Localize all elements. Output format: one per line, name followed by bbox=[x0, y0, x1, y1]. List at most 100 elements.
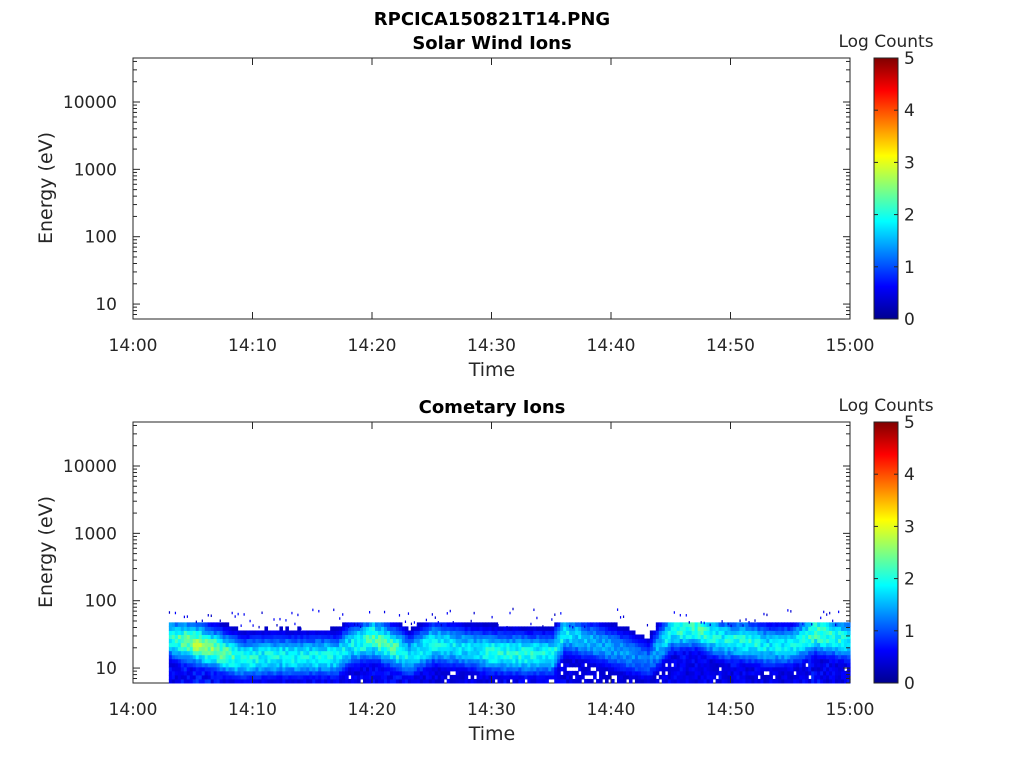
heatmap-cell bbox=[724, 626, 729, 631]
heatmap-cell bbox=[572, 670, 576, 676]
heatmap-cell bbox=[425, 622, 430, 627]
heatmap-cell bbox=[685, 666, 690, 672]
heatmap-cell bbox=[264, 630, 269, 636]
heatmap-cell bbox=[715, 634, 720, 640]
heatmap-cell bbox=[509, 674, 514, 680]
heatmap-cell bbox=[180, 654, 185, 660]
heatmap-cell bbox=[536, 646, 540, 652]
heatmap-cell bbox=[455, 654, 460, 660]
heatmap-cell bbox=[727, 662, 732, 668]
heatmap-cell bbox=[524, 650, 528, 656]
heatmap-cell bbox=[787, 666, 791, 672]
heatmap-cell bbox=[775, 674, 779, 680]
heatmap-cell bbox=[428, 662, 433, 668]
heatmap-cell bbox=[240, 634, 245, 640]
heatmap-cell bbox=[811, 670, 815, 676]
heatmap-cell bbox=[608, 650, 612, 656]
heatmap-cell bbox=[351, 650, 355, 656]
heatmap-cell bbox=[730, 624, 732, 628]
heatmap-cell bbox=[497, 650, 502, 656]
heatmap-cell bbox=[357, 658, 361, 664]
heatmap-cell bbox=[793, 658, 797, 664]
heatmap-cell bbox=[422, 674, 427, 680]
heatmap-cell bbox=[252, 624, 254, 627]
heatmap-cell bbox=[593, 654, 597, 660]
heatmap-cell bbox=[389, 666, 394, 672]
heatmap-cell bbox=[395, 662, 400, 668]
heatmap-cell bbox=[467, 646, 472, 652]
heatmap-cell bbox=[667, 650, 672, 656]
heatmap-cell bbox=[611, 666, 615, 672]
heatmap-cell bbox=[434, 662, 439, 668]
heatmap-cell bbox=[823, 634, 827, 640]
heatmap-cell bbox=[554, 622, 558, 627]
heatmap-cell bbox=[488, 674, 493, 680]
heatmap-cell bbox=[572, 630, 576, 636]
heatmap-cell bbox=[473, 658, 478, 664]
heatmap-cell bbox=[691, 666, 696, 672]
heatmap-cell bbox=[195, 674, 200, 680]
heatmap-cell bbox=[366, 670, 370, 676]
heatmap-cell bbox=[572, 654, 576, 660]
heatmap-cell bbox=[207, 670, 212, 676]
heatmap-cell bbox=[437, 670, 442, 676]
heatmap-cell bbox=[458, 670, 463, 676]
heatmap-cell bbox=[560, 666, 564, 672]
heatmap-cell bbox=[814, 630, 818, 636]
heatmap-cell bbox=[613, 646, 618, 652]
heatmap-cell bbox=[625, 662, 630, 668]
heatmap-cell bbox=[494, 658, 499, 664]
heatmap-cell bbox=[324, 642, 328, 648]
heatmap-cell bbox=[661, 662, 666, 668]
heatmap-cell bbox=[306, 662, 310, 668]
heatmap-cell bbox=[835, 622, 839, 627]
heatmap-cell bbox=[419, 626, 424, 631]
heatmap-cell bbox=[557, 646, 561, 652]
heatmap-cell bbox=[369, 630, 373, 636]
heatmap-cell bbox=[252, 630, 257, 636]
heatmap-cell bbox=[240, 650, 245, 656]
heatmap-cell bbox=[300, 678, 304, 684]
heatmap-cell bbox=[207, 674, 212, 680]
heatmap-cell bbox=[351, 658, 355, 664]
heatmap-cell bbox=[479, 650, 484, 656]
heatmap-cell bbox=[240, 638, 245, 644]
heatmap-cell bbox=[748, 630, 753, 636]
heatmap-cell bbox=[763, 634, 767, 640]
heatmap-cell bbox=[736, 626, 741, 631]
heatmap-cell bbox=[345, 678, 349, 684]
heatmap-cell bbox=[754, 662, 758, 668]
heatmap-cell bbox=[557, 670, 561, 676]
heatmap-cell bbox=[721, 626, 726, 631]
heatmap-cell bbox=[428, 666, 433, 672]
heatmap-cell bbox=[667, 630, 672, 636]
heatmap-cell bbox=[518, 642, 522, 648]
heatmap-cell bbox=[380, 622, 385, 627]
heatmap-cell bbox=[805, 658, 809, 664]
heatmap-cell bbox=[790, 642, 794, 648]
heatmap-cell bbox=[360, 674, 364, 680]
heatmap-cell bbox=[667, 654, 672, 660]
heatmap-cell bbox=[446, 638, 451, 644]
heatmap-cell bbox=[321, 634, 325, 640]
heatmap-cell bbox=[449, 646, 454, 652]
heatmap-cell bbox=[437, 630, 442, 636]
heatmap-cell bbox=[407, 634, 412, 640]
heatmap-cell bbox=[374, 622, 379, 627]
heatmap-cell bbox=[835, 658, 839, 664]
heatmap-cell bbox=[389, 678, 394, 684]
heatmap-cell bbox=[413, 658, 418, 664]
heatmap-cell bbox=[599, 642, 603, 648]
heatmap-cell bbox=[602, 662, 606, 668]
heatmap-cell bbox=[377, 662, 382, 668]
heatmap-cell bbox=[467, 622, 472, 627]
heatmap-cell bbox=[619, 674, 624, 680]
heatmap-cell bbox=[380, 646, 385, 652]
heatmap-cell bbox=[521, 638, 525, 644]
heatmap-cell bbox=[634, 650, 639, 656]
heatmap-cell bbox=[488, 634, 493, 640]
heatmap-cell bbox=[835, 666, 839, 672]
heatmap-cell bbox=[808, 634, 812, 640]
heatmap-cell bbox=[760, 662, 764, 668]
heatmap-cell bbox=[369, 658, 373, 664]
